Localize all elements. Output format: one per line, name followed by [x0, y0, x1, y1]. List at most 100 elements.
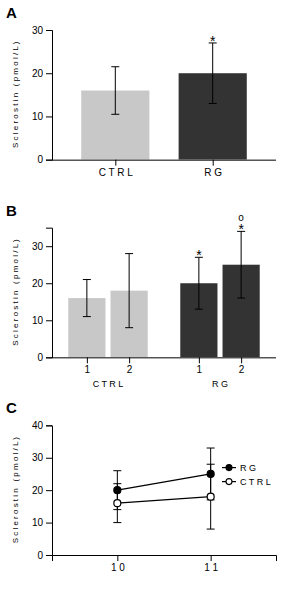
tick-mark — [46, 458, 52, 459]
error-bar-cap — [209, 103, 217, 104]
axis-line — [46, 426, 53, 556]
error-bar-stem — [212, 43, 213, 104]
legend-entry: R G — [222, 463, 256, 473]
tick: 0 — [37, 154, 52, 165]
error-bar-cap — [195, 309, 203, 310]
error-bar-cap — [125, 327, 133, 328]
group-label: C T R L — [93, 379, 124, 389]
tick-label: 1 0 — [111, 562, 125, 573]
error-bar-cap — [113, 470, 121, 471]
legend: R G C T R L — [222, 463, 271, 487]
tick: 40 — [32, 420, 52, 431]
tick-mark — [46, 490, 52, 491]
panel: 010203040CS c l e r o s t i n ( p m o l … — [6, 399, 277, 573]
tick: 2 — [239, 357, 245, 375]
tick: 10 — [32, 517, 52, 528]
tick-label: 1 — [85, 364, 91, 375]
axis-line — [52, 160, 276, 161]
axis-line — [46, 31, 53, 161]
error-bar-cap — [237, 298, 245, 299]
tick-mark — [117, 555, 118, 561]
tick: 1 0 — [111, 555, 125, 573]
error-bar-cap — [207, 448, 215, 449]
tick-label: 0 — [37, 352, 43, 363]
error-bar-stem — [86, 280, 87, 317]
error-bar-stem — [198, 257, 199, 309]
tick-mark — [213, 160, 214, 166]
tick-label: 10 — [32, 315, 44, 326]
legend-label: R G — [240, 463, 256, 473]
panel-label: C — [6, 399, 17, 416]
axis-line — [46, 228, 53, 358]
legend-swatch-marker — [226, 465, 232, 471]
tick: 1 — [197, 357, 203, 375]
tick-mark — [46, 320, 52, 321]
tick: 20 — [32, 278, 52, 289]
tick-mark — [46, 425, 52, 426]
error-bar-cap — [113, 483, 121, 484]
significance-marker: * — [210, 33, 216, 49]
legend-label: C T R L — [240, 477, 271, 487]
error-bar-cap — [113, 522, 121, 523]
x-axis: 1 0 1 1 — [53, 555, 277, 573]
tick: 20 — [32, 485, 52, 496]
axis-line — [53, 556, 277, 562]
error-bar-cap — [125, 253, 133, 254]
tick: C T R L — [99, 160, 134, 178]
tick-label: 30 — [32, 25, 44, 36]
point — [207, 493, 214, 500]
error-bar — [83, 280, 91, 317]
tick-mark — [241, 357, 242, 363]
x-axis: C T R LR G — [52, 160, 276, 178]
significance-marker: * — [238, 221, 244, 237]
plot-area — [68, 231, 259, 357]
error-bar-stem — [115, 67, 116, 115]
plot-area — [113, 448, 214, 529]
tick-mark — [211, 555, 212, 561]
panel-label: A — [6, 4, 17, 21]
tick: 20 — [32, 68, 52, 79]
tick-label: 1 — [197, 364, 203, 375]
significance-marker: o — [238, 212, 244, 223]
tick-mark — [46, 555, 52, 556]
error-bar — [209, 43, 217, 104]
tick: 2 — [127, 357, 133, 375]
y-axis: 010203040 — [32, 420, 53, 561]
tick-label: 2 — [127, 364, 133, 375]
y-axis-title: S c l e r o s t i n ( p m o l / L ) — [11, 41, 20, 148]
tick: R G — [204, 160, 222, 178]
error-bar-cap — [207, 529, 215, 530]
tick-label: 40 — [32, 420, 44, 431]
error-bar-cap — [111, 114, 119, 115]
tick-mark — [115, 160, 116, 166]
tick-mark — [46, 116, 52, 117]
error-bar — [111, 67, 119, 115]
tick-label: C T R L — [99, 167, 134, 178]
error-bar-cap — [83, 279, 91, 280]
error-bar — [195, 257, 203, 309]
tick-label: 20 — [32, 485, 44, 496]
tick: 1 1 — [204, 555, 218, 573]
tick: 0 — [37, 550, 52, 561]
error-bar — [207, 464, 215, 529]
error-bar-stem — [241, 231, 242, 298]
tick-label: 1 1 — [204, 562, 218, 573]
y-axis: 0102030 — [32, 25, 53, 166]
tick-label: 2 — [239, 364, 245, 375]
error-bar — [125, 254, 133, 328]
tick-label: 20 — [32, 278, 44, 289]
error-bar-cap — [207, 464, 215, 465]
significance-marker: * — [196, 247, 202, 263]
group-label: R G — [212, 379, 228, 389]
error-bar-cap — [111, 66, 119, 67]
tick-label: 0 — [37, 154, 43, 165]
legend-entry: C T R L — [222, 477, 271, 487]
error-bar-stem — [129, 254, 130, 328]
tick-label: R G — [204, 167, 222, 178]
series-line — [117, 474, 210, 490]
y-axis-title: S c l e r o s t i n ( p m o l / L ) — [11, 239, 20, 346]
legend-swatch-marker — [226, 479, 232, 485]
panel-label: B — [6, 202, 17, 219]
tick: 30 — [32, 241, 52, 252]
error-bar — [237, 231, 245, 298]
